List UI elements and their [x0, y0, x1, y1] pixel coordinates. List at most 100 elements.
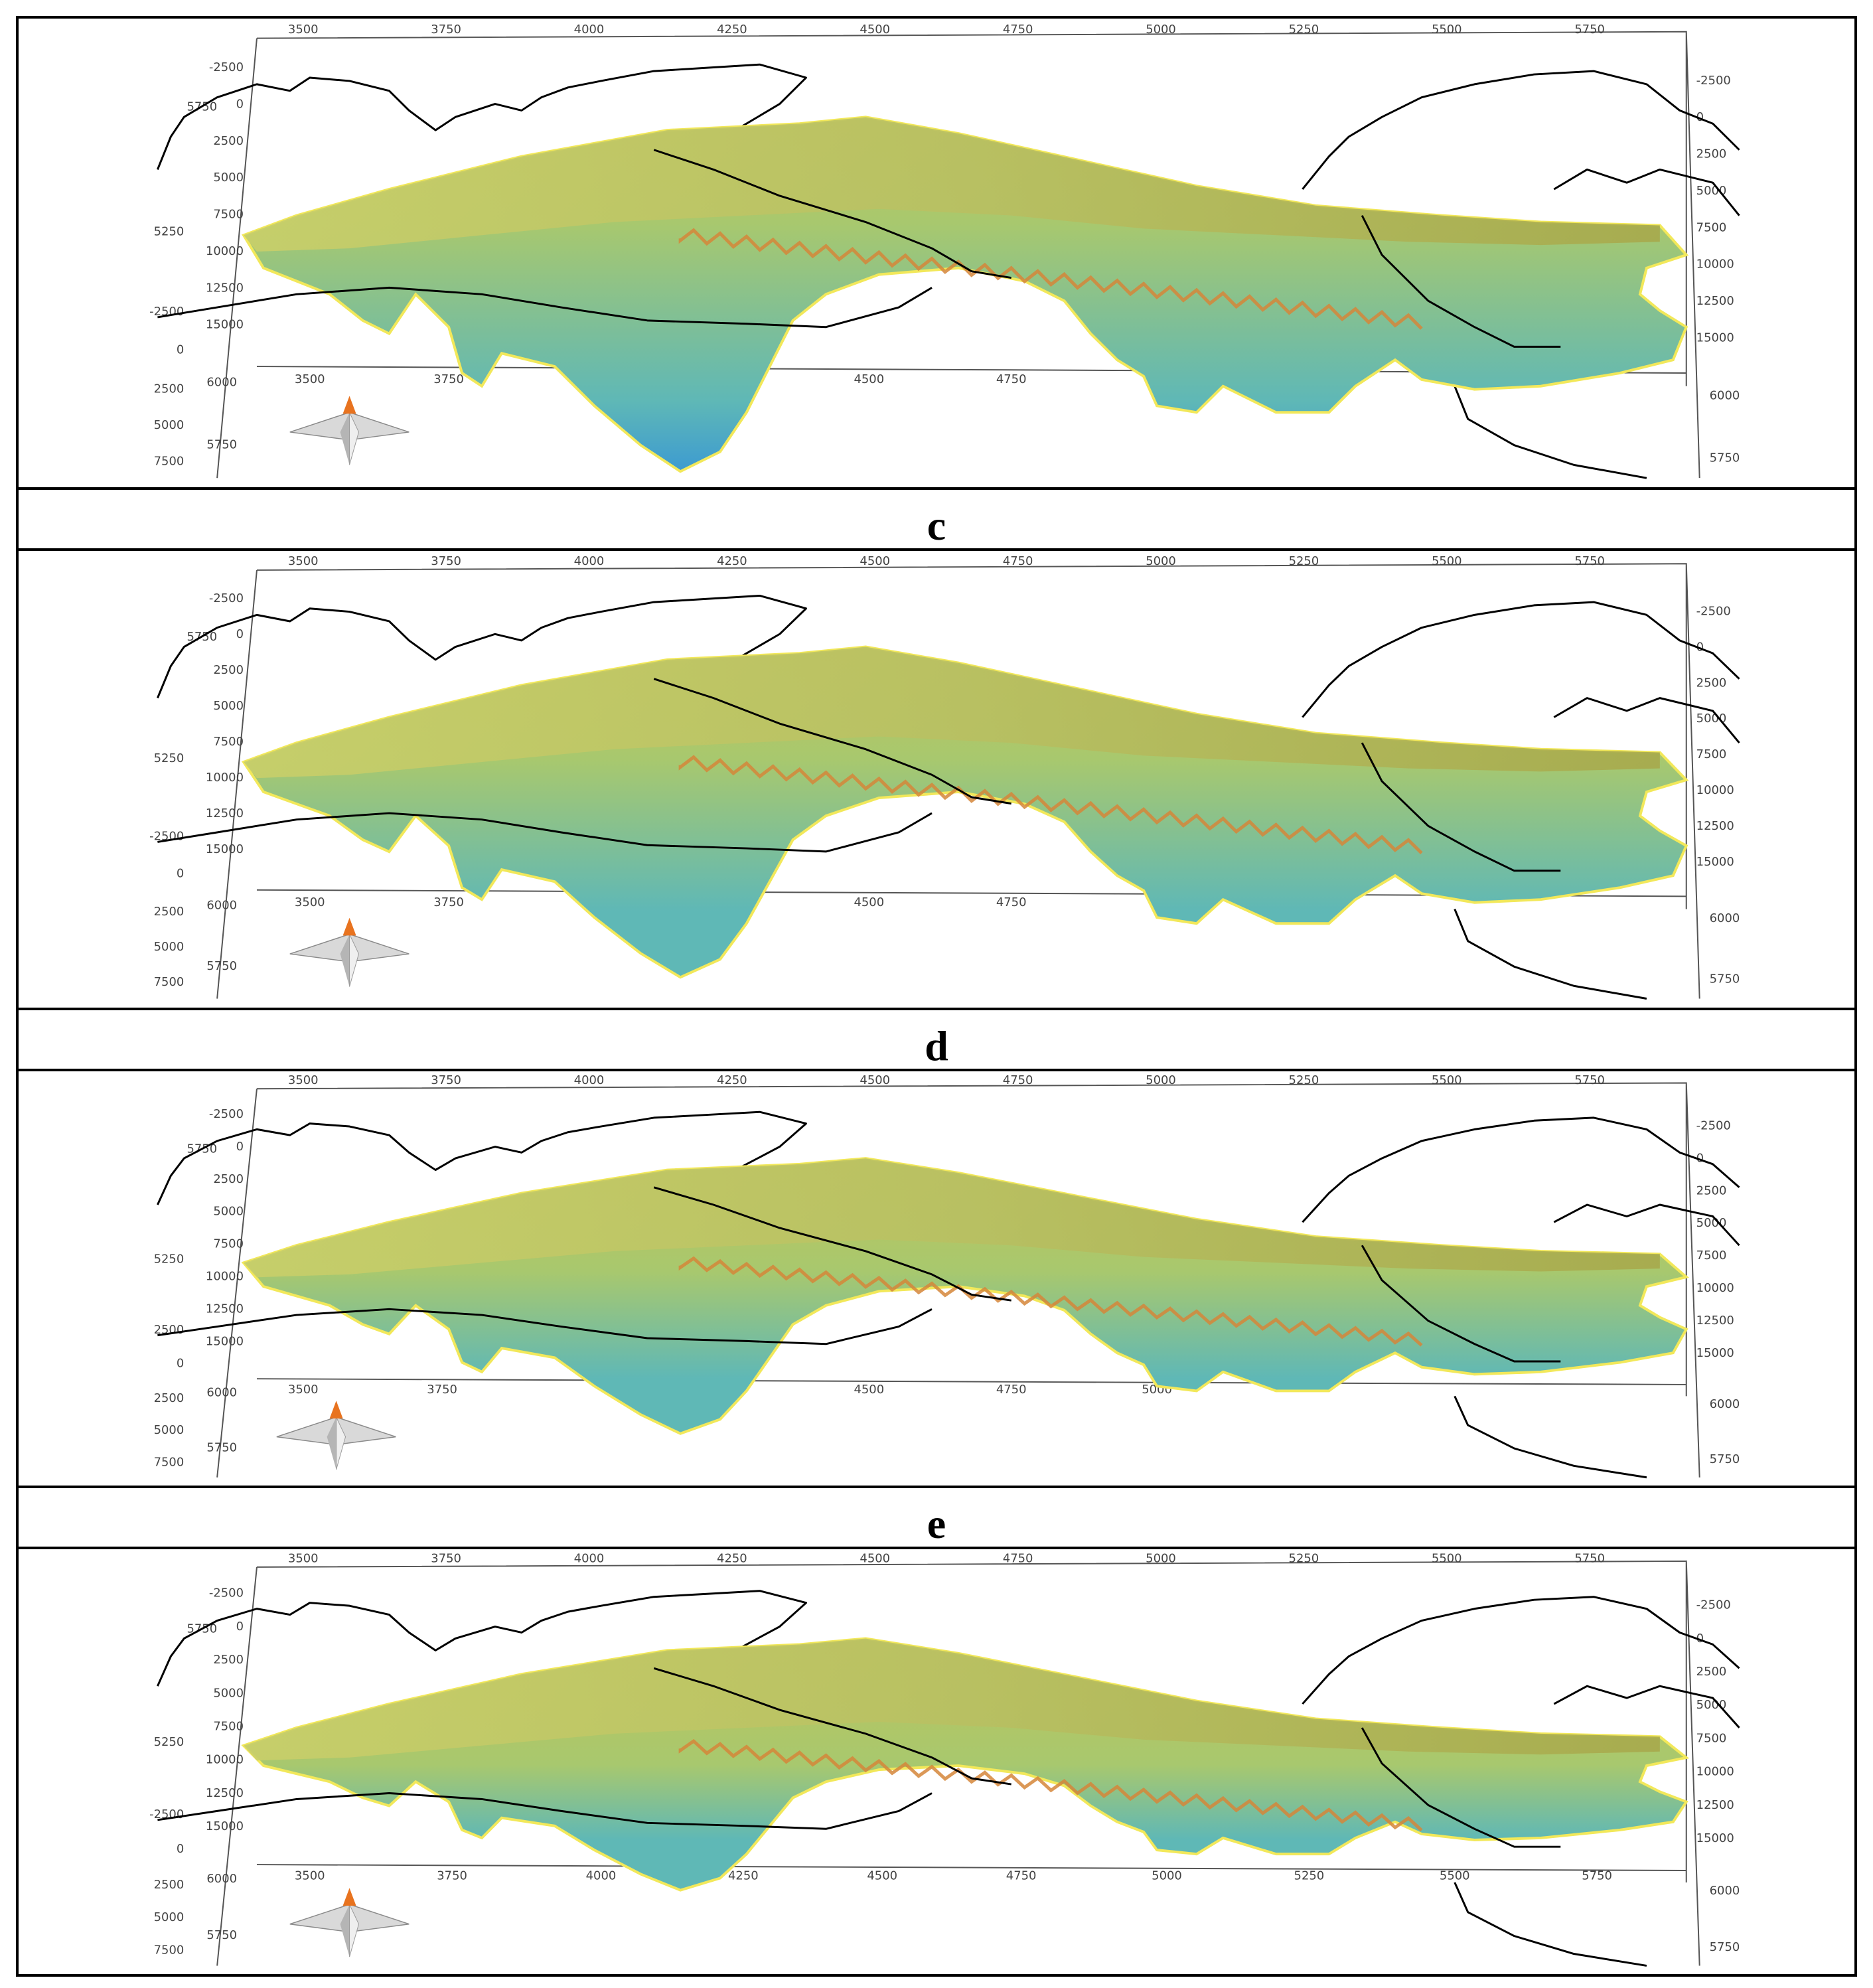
- left-depth-tick: -2500: [209, 60, 244, 74]
- bottom-x-tick: 5250: [1294, 1869, 1325, 1883]
- right-depth-tick: 2500: [1696, 1665, 1727, 1679]
- left-depth-tick: 12500: [206, 806, 244, 820]
- right-depth-tick: 2500: [1696, 1184, 1727, 1197]
- top-x-tick: 5750: [1574, 1073, 1605, 1087]
- surface-plateau: [244, 647, 1660, 779]
- right-depth-tick: 2500: [1696, 147, 1727, 161]
- top-x-tick: 3500: [288, 23, 319, 37]
- bottom-x-tick: 3500: [288, 1383, 319, 1397]
- left-depth-tick: 0: [236, 1620, 244, 1634]
- coastline-north-west: [157, 63, 808, 170]
- top-x-tick: 4250: [717, 1552, 747, 1566]
- surface-plot-1: 3500 3750 4000 4250 4500 4750 5000 5250 5500 5750…: [149, 23, 1740, 479]
- right-depth-tick: 10000: [1696, 1765, 1734, 1779]
- top-x-tick: 4500: [860, 554, 890, 568]
- coastline-south-west: [157, 1308, 933, 1345]
- coastline-east-surface: [1361, 1245, 1561, 1363]
- top-x-tick: 4500: [860, 1552, 890, 1566]
- left-depth-tick: 5000: [213, 1686, 244, 1700]
- bottom-x-tick: 4750: [996, 372, 1027, 386]
- left-depth-tick: 7500: [213, 208, 244, 222]
- top-x-tick: 4750: [1003, 23, 1033, 37]
- caption-label: c: [927, 502, 946, 549]
- left-depth-tick: 10000: [206, 1270, 244, 1284]
- axis-frame: [216, 1560, 1700, 1966]
- right-outer-tick: 6000: [1710, 1884, 1740, 1898]
- right-depth-tick: -2500: [1696, 1598, 1731, 1612]
- top-x-tick: 4000: [574, 1552, 605, 1566]
- bottom-x-tick: 3750: [433, 895, 464, 909]
- right-depth-tick: 12500: [1696, 819, 1734, 833]
- left-outer-tick: 0: [177, 866, 184, 880]
- right-depth-tick: 15000: [1696, 1831, 1734, 1845]
- left-depth-tick: 12500: [206, 281, 244, 295]
- top-x-tick: 4500: [860, 23, 890, 37]
- top-x-tick: 4250: [717, 554, 747, 568]
- axis-box-lines: [216, 1560, 1700, 1966]
- left-outer-tick: 7500: [154, 975, 185, 989]
- left-outer-tick: 0: [177, 1842, 184, 1856]
- right-depth-tick: 10000: [1696, 258, 1734, 271]
- top-x-tick: 4000: [574, 23, 605, 37]
- coastline-north-west: [157, 1590, 808, 1687]
- north-arrow-compass-icon: [289, 917, 410, 987]
- right-outer-tick: 5750: [1710, 972, 1740, 986]
- left-depth-tick: 0: [236, 1140, 244, 1154]
- compass-shadow: [340, 1904, 350, 1957]
- right-depth-tick: 10000: [1696, 783, 1734, 797]
- left-depth-tick: 15000: [206, 842, 244, 856]
- coastline-south-east: [1454, 386, 1647, 479]
- compass-shadow: [340, 934, 350, 987]
- caption-label: e: [927, 1500, 946, 1547]
- right-outer-tick: 6000: [1710, 389, 1740, 403]
- right-depth-tick: 12500: [1696, 1314, 1734, 1328]
- coastline-north-west: [157, 1110, 808, 1205]
- right-depth-tick: -2500: [1696, 1118, 1731, 1132]
- bottom-x-tick: 4750: [996, 895, 1027, 909]
- left-depth-tick: -2500: [209, 1586, 244, 1600]
- right-depth-tick: 7500: [1696, 747, 1727, 761]
- escarpment-ridge: [678, 228, 1423, 330]
- escarpment-ridge: [678, 755, 1423, 854]
- caption-label: d: [925, 1022, 948, 1069]
- surface-panel-3: 3500 3750 4000 4250 4500 4750 5000 5250 5500 5750…: [16, 1069, 1857, 1488]
- right-depth-tick: -2500: [1696, 604, 1731, 618]
- coastline-north-east: [1302, 70, 1740, 191]
- bottom-x-tick: 4000: [586, 1869, 617, 1883]
- top-x-tick: 4750: [1003, 1073, 1033, 1087]
- right-depth-tick: 0: [1696, 640, 1704, 654]
- left-outer-tick: 7500: [154, 454, 185, 468]
- right-depth-tick: 7500: [1696, 1731, 1727, 1745]
- panel-caption-c: c: [16, 490, 1857, 551]
- top-x-tick: 5500: [1432, 1552, 1462, 1566]
- right-depth-tick: 15000: [1696, 331, 1734, 345]
- top-x-tick: 5000: [1146, 1073, 1176, 1087]
- left-depth-tick: 10000: [206, 1753, 244, 1767]
- bottom-x-tick: 4500: [854, 895, 884, 909]
- coastline-east-bay: [1553, 1685, 1740, 1728]
- top-x-tick: 3500: [288, 1552, 319, 1566]
- left-outer-tick: 5250: [154, 1735, 185, 1749]
- right-depth-tick: -2500: [1696, 74, 1731, 88]
- compass-north-pointer: [342, 1888, 356, 1906]
- left-inner-tick: 6000: [206, 376, 237, 390]
- left-outer-tick: 5000: [154, 1910, 185, 1924]
- top-x-tick: 4250: [717, 1073, 747, 1087]
- top-x-tick: 3750: [431, 1552, 461, 1566]
- panel-caption-e: e: [16, 1488, 1857, 1549]
- bottom-x-tick: 5500: [1440, 1869, 1470, 1883]
- right-depth-tick: 5000: [1696, 1698, 1727, 1712]
- top-x-tick: 5750: [1574, 23, 1605, 37]
- left-outer-tick: 5000: [154, 418, 185, 432]
- left-depth-tick: 15000: [206, 1819, 244, 1833]
- compass-north-pointer: [329, 1401, 343, 1418]
- bottom-x-tick: 5000: [1152, 1869, 1182, 1883]
- coastline-east-surface: [1361, 214, 1561, 348]
- bottom-x-tick: 4500: [854, 372, 884, 386]
- right-outer-tick: 5750: [1710, 1940, 1740, 1954]
- top-x-tick: 5750: [1574, 1552, 1605, 1566]
- bottom-x-tick: 3500: [295, 372, 325, 386]
- left-inner-tick: 5750: [206, 1928, 237, 1942]
- right-outer-tick: 6000: [1710, 911, 1740, 925]
- coastline-east-surface: [1361, 1727, 1561, 1848]
